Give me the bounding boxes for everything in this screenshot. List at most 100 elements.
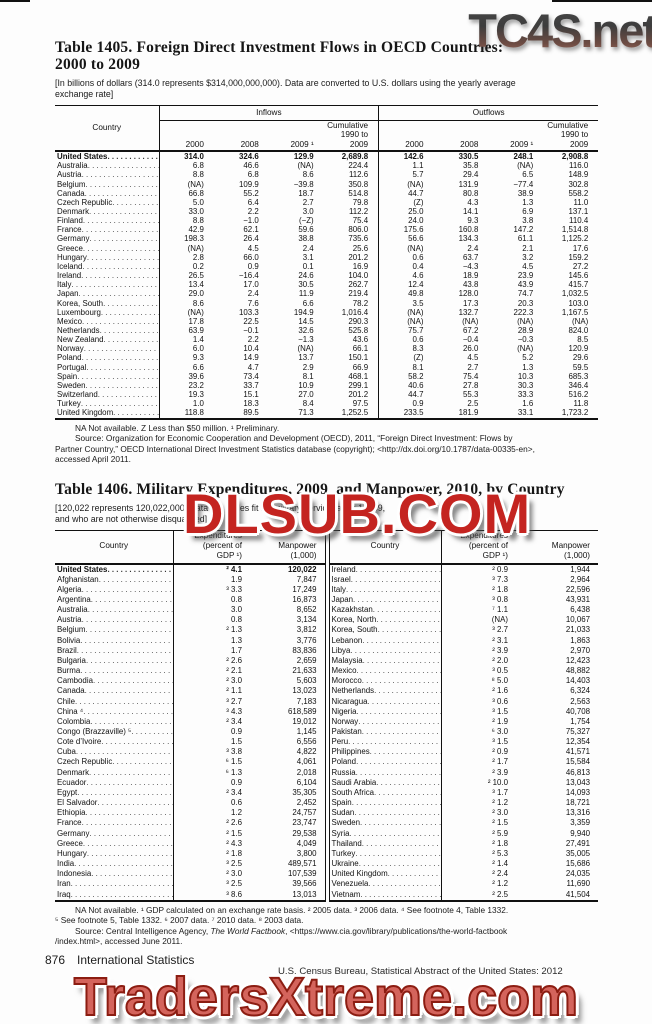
- value-cell: 33.0: [188, 206, 204, 216]
- expenditure-cell: ² 1.7: [492, 757, 508, 767]
- dot-leader: [360, 818, 440, 828]
- value-cell: 132.7: [458, 307, 479, 317]
- value-cell: 0.4: [378, 261, 434, 272]
- country-name: Cambodia: [57, 676, 93, 686]
- section-title: International Statistics: [77, 953, 195, 967]
- source-line: Source: Organization for Economic Cooper…: [75, 433, 513, 444]
- country-name: Indonesia: [57, 869, 92, 879]
- value-cell: 145.6: [568, 271, 589, 281]
- table-row: Thailand ² 1.8 27,491: [329, 838, 598, 849]
- country-name: United Kingdom: [57, 408, 114, 418]
- expenditure-cell: ³ 4.3: [226, 706, 242, 716]
- value-cell: 89.5: [243, 408, 259, 418]
- country-name: Poland: [57, 353, 82, 363]
- value-cell: 8.1: [302, 371, 314, 381]
- country-name: Italy: [57, 280, 72, 290]
- value-cell: 26.4: [243, 234, 259, 244]
- value-cell: 35.8: [463, 161, 479, 171]
- value-cell: 66.9: [352, 362, 369, 372]
- table-row: Saudi Arabia ² 10.0 13,043: [329, 777, 598, 788]
- value-cell: 516.2: [568, 390, 589, 400]
- dot-leader: [104, 335, 159, 344]
- col-header-country: Country: [329, 530, 442, 564]
- value-cell: 3.1: [302, 252, 314, 262]
- col-group-outflows: Outflows: [378, 105, 599, 121]
- country-cell: Indonesia: [55, 869, 174, 880]
- value-cell: 118.8: [184, 408, 204, 418]
- manpower-cell: 2,563: [570, 696, 590, 706]
- value-cell: 5.0: [192, 197, 204, 207]
- table-row: Philippines ² 0.9 41,571: [329, 747, 598, 758]
- manpower-cell: 14,093: [565, 787, 590, 797]
- value-cell: 24.0: [378, 216, 434, 226]
- dot-leader: [82, 615, 172, 625]
- col-header-inflow-2008: 2008: [240, 139, 259, 149]
- value-cell: 17.8: [188, 316, 204, 326]
- dot-leader: [89, 768, 172, 778]
- value-cell: 128.0: [458, 289, 479, 299]
- value-cell: 4.6: [378, 271, 434, 281]
- value-cell: (NA): [187, 243, 204, 253]
- expenditure-cell: ² 2.1: [226, 666, 242, 676]
- value-cell: 79.8: [352, 197, 369, 207]
- table-row: Norway ² 1.9 1,754: [329, 716, 598, 727]
- table-row: Ukraine ² 1.4 15,686: [329, 859, 598, 870]
- country-name: Korea, South: [57, 298, 104, 308]
- country-name: Portugal: [57, 362, 87, 372]
- value-cell: 63.7: [463, 252, 479, 262]
- country-cell: Cambodia: [55, 676, 174, 687]
- value-cell: 112.2: [348, 206, 369, 216]
- country-name: Cuba: [57, 747, 76, 757]
- fdi-table: Country Inflows Outflows 2000 2008 2009 …: [55, 104, 599, 420]
- dot-leader: [82, 818, 172, 828]
- table-row: Spain ² 1.2 18,721: [329, 798, 598, 809]
- value-cell: 181.9: [458, 408, 479, 418]
- source-prefix: Source: Central Intelligence Agency,: [75, 925, 211, 936]
- country-cell: Mexico: [329, 666, 442, 677]
- table-row: Canada ² 1.1 13,023: [55, 686, 325, 697]
- country-name: Denmark: [57, 206, 90, 216]
- value-cell: 14.9: [243, 353, 259, 363]
- manpower-cell: 48,882: [565, 666, 590, 676]
- value-cell: 147.2: [513, 225, 534, 235]
- table-row: Korea, South ³ 2.7 21,033: [329, 625, 598, 636]
- expenditure-cell: ² 4.3: [226, 838, 242, 848]
- value-cell: 66.8: [188, 188, 204, 198]
- dot-leader: [89, 207, 158, 216]
- value-cell: 9.3: [467, 216, 479, 226]
- country-cell: Argentina: [55, 594, 174, 606]
- country-name: United States: [57, 152, 108, 162]
- dot-leader: [79, 289, 159, 298]
- manpower-cell: 10,067: [565, 615, 590, 625]
- table-row: Russia ² 3.9 46,813: [329, 767, 598, 778]
- manpower-cell: 1,863: [570, 635, 590, 645]
- manpower-cell: 8,652: [296, 605, 317, 615]
- country-cell: Chile: [55, 696, 174, 707]
- country-cell: Austria: [55, 170, 160, 180]
- value-cell: 2.8: [192, 252, 204, 262]
- value-cell: 3.0: [302, 206, 314, 216]
- table-1406-note-line2: and who are not otherwise disqualified]: [55, 513, 208, 524]
- dot-leader: [112, 757, 172, 767]
- value-cell: 1.3: [522, 197, 534, 207]
- table-row: Denmark ⁶ 1.3 2,018: [55, 767, 325, 778]
- expenditure-cell: ² 1.8: [492, 838, 508, 848]
- value-cell: 78.2: [352, 298, 369, 308]
- country-name: Mexico: [331, 666, 357, 676]
- table-row: Denmark 33.0 2.2 3.0 112.2 25.0 14.1 6.9…: [55, 206, 598, 217]
- country-cell: Syria: [329, 828, 442, 839]
- country-name: Spain: [331, 798, 352, 808]
- country-name: Korea, South: [331, 625, 378, 635]
- dot-leader: [353, 595, 440, 605]
- expenditure-cell: ³ 7.3: [492, 574, 508, 584]
- country-cell: Libya: [329, 645, 442, 656]
- value-cell: 110.4: [569, 216, 589, 226]
- expenditure-cell: ² 2.6: [226, 655, 242, 665]
- country-cell: El Salvador: [55, 798, 174, 809]
- manpower-cell: 6,438: [570, 605, 590, 615]
- table-row: Kazakhstan ⁷ 1.1 6,438: [329, 605, 598, 616]
- expenditure-cell: ² 0.9: [492, 564, 508, 574]
- value-cell: 75.4: [352, 216, 369, 226]
- expenditure-cell: ² 1.4: [492, 859, 508, 869]
- dot-leader: [82, 170, 158, 179]
